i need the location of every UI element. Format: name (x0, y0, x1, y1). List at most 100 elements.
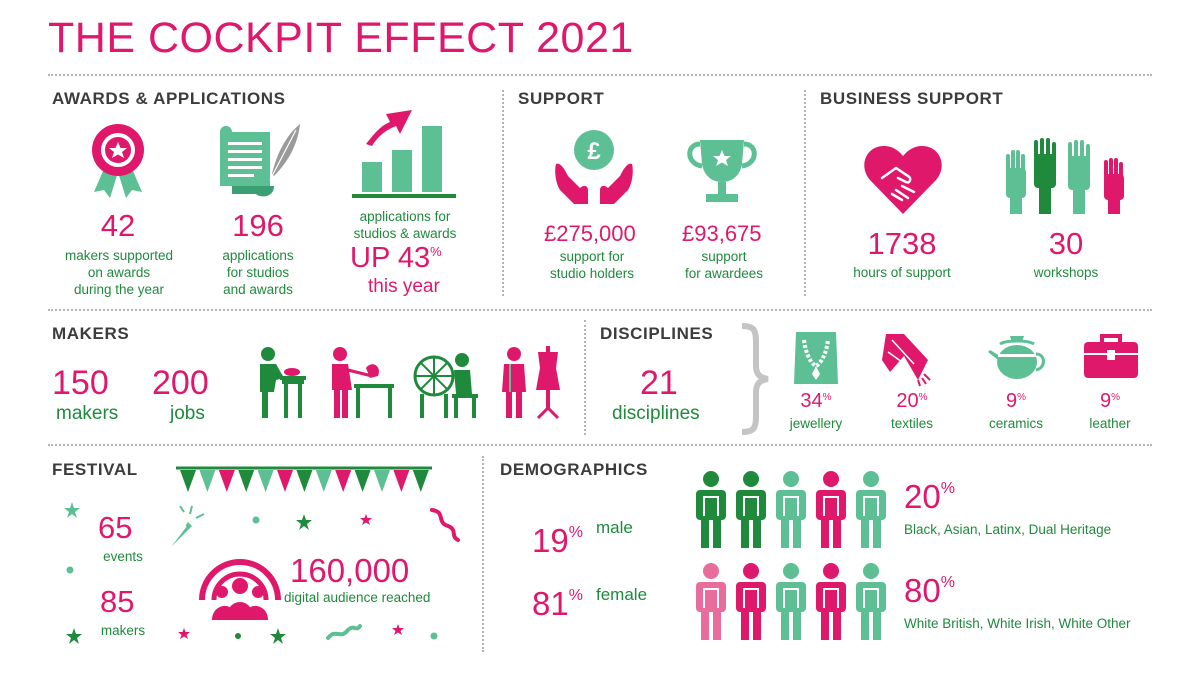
leather-label: leather (1089, 416, 1131, 431)
person-icon (696, 563, 726, 640)
disciplines-count-value: 21 (640, 364, 678, 402)
caption-line: support for (559, 249, 625, 264)
heart-handshake-icon (864, 146, 942, 214)
makers-awards-caption: makers supported on awards during the ye… (44, 247, 194, 298)
percent-sign: % (1017, 392, 1027, 403)
person-icon (736, 471, 766, 548)
awards-heading: AWARDS & APPLICATIONS (52, 89, 286, 108)
ceramics-label: ceramics (988, 416, 1043, 431)
bunting-flag (277, 470, 293, 492)
raised-hands-icon (1006, 138, 1124, 214)
divider (48, 444, 1152, 446)
glassblower-icon (332, 347, 394, 418)
bunting-flag (335, 470, 352, 492)
discipline-number: 9 (1099, 390, 1112, 412)
growth-bar-chart-icon (352, 110, 456, 198)
festival-heading: FESTIVAL (52, 460, 138, 479)
caption-line: on awards (87, 265, 151, 280)
scarf-icon (882, 334, 931, 387)
hours-value: 1738 (867, 226, 937, 261)
hours-caption: hours of support (853, 265, 951, 280)
bunting-flag (238, 470, 255, 492)
male-label: male (596, 518, 633, 537)
growth-caption: applications for studios & awards (340, 208, 470, 242)
group2-label: White British, White Irish, White Other (904, 616, 1131, 631)
award-rosette-icon (92, 124, 144, 198)
bunting-flag (180, 470, 196, 492)
caption-line: studios & awards (353, 226, 457, 241)
divider (48, 74, 1152, 76)
male-value: 19% (532, 522, 583, 560)
person-icon (696, 471, 726, 548)
percent-sign: % (940, 574, 955, 591)
divider (584, 320, 586, 435)
group1-number: 20 (904, 478, 941, 515)
dressmaker-icon (502, 346, 560, 420)
male-number: 19 (532, 522, 569, 559)
caption-line: applications for (359, 209, 451, 224)
svg-text:£: £ (587, 138, 601, 165)
disciplines-heading: DISCIPLINES (600, 324, 714, 343)
textiles-label: textiles (890, 416, 934, 431)
applications-value: 196 (232, 208, 284, 243)
textiles-value: 20% (884, 390, 940, 413)
person-icon (856, 563, 886, 640)
caption-line: applications (222, 248, 294, 263)
festival-makers-caption: makers (100, 623, 146, 638)
business-support-heading: BUSINESS SUPPORT (820, 89, 1004, 108)
jobs-caption: jobs (170, 403, 205, 424)
leather-value: 9% (1082, 390, 1138, 413)
discipline-number: 20 (896, 390, 919, 412)
workshops-value: 30 (1048, 226, 1084, 261)
growth-suffix: this year (368, 276, 440, 297)
discipline-number: 34 (800, 390, 823, 412)
makers-count-caption: makers (56, 403, 119, 424)
percent-sign: % (822, 392, 832, 403)
group2-value: 80% (904, 572, 955, 610)
female-number: 81 (532, 585, 569, 622)
caption-line: studio holders (549, 266, 635, 281)
bunting-flag (218, 470, 235, 492)
caption-line: and awards (223, 282, 293, 297)
divider (482, 456, 484, 652)
bunting-flag (374, 470, 390, 492)
percent-sign: % (940, 480, 955, 497)
person-icon (776, 471, 806, 548)
caption-line: makers supported (64, 248, 174, 263)
divider (48, 309, 1152, 311)
page-title: THE COCKPIT EFFECT 2021 (48, 14, 634, 62)
teapot-icon (988, 336, 1045, 379)
group2-number: 80 (904, 572, 941, 609)
trophy-icon (687, 140, 757, 202)
briefcase-icon (1084, 334, 1138, 378)
support-heading: SUPPORT (518, 89, 605, 108)
bunting-flag (393, 470, 410, 492)
audience-icon (199, 559, 281, 620)
necklace-icon (794, 332, 838, 384)
divider (804, 90, 806, 296)
person-icon (816, 471, 846, 548)
jobs-value: 200 (152, 364, 209, 402)
awardees-support-value: £93,675 (682, 221, 762, 246)
percent-sign: % (918, 392, 928, 403)
bunting-flags (176, 466, 432, 492)
jewellery-value: 34% (788, 390, 844, 413)
discipline-number: 9 (1005, 390, 1018, 412)
hands-pound-coin-icon: £ (555, 130, 633, 204)
person-icon (816, 563, 846, 640)
percent-sign: % (1111, 392, 1121, 403)
percent-sign: % (568, 587, 583, 604)
potter-wheel-icon (260, 347, 306, 418)
studio-support-caption: support for studio holders (530, 248, 654, 282)
caption-line: support (701, 249, 747, 264)
group1-label: Black, Asian, Latinx, Dual Heritage (904, 522, 1112, 537)
makers-awards-value: 42 (100, 208, 136, 243)
group1-value: 20% (904, 478, 955, 516)
jewellery-label: jewellery (789, 416, 843, 431)
festival-makers-value: 85 (100, 584, 135, 619)
confetti-decoration (64, 502, 460, 644)
makers-heading: MAKERS (52, 324, 130, 343)
bunting-flag (412, 470, 429, 492)
person-icon (736, 563, 766, 640)
ceramics-value: 9% (988, 390, 1044, 413)
